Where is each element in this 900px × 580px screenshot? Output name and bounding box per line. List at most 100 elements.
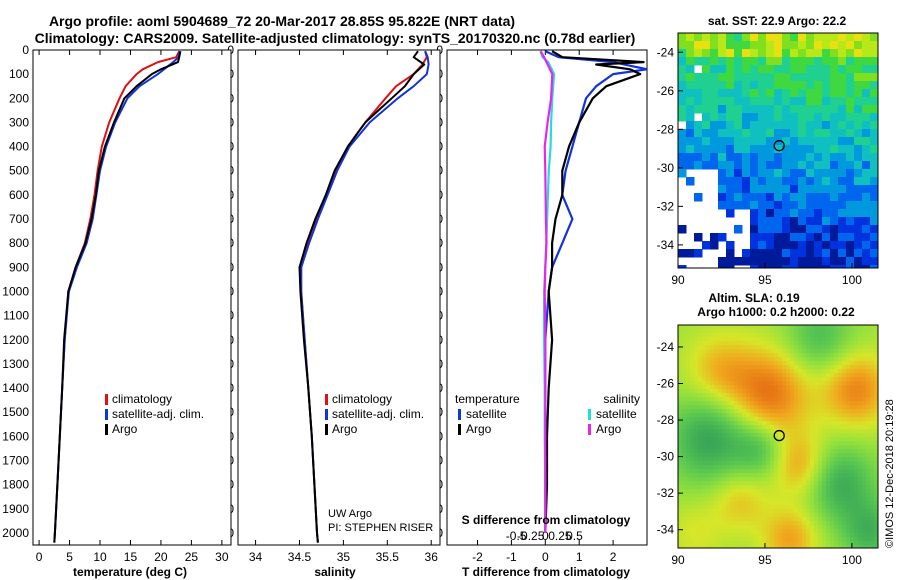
sla-cell bbox=[802, 353, 807, 358]
sst-cell bbox=[806, 225, 815, 234]
sst-cell bbox=[806, 41, 815, 50]
sst-cell bbox=[774, 41, 783, 50]
sla-cell bbox=[830, 405, 835, 410]
sla-cell bbox=[826, 325, 831, 330]
sst-map-argo-marker bbox=[773, 140, 785, 152]
sst-cell bbox=[678, 65, 687, 74]
sla-cell bbox=[814, 337, 819, 342]
sla-cell bbox=[822, 469, 827, 474]
sla-cell bbox=[730, 433, 735, 438]
sla-cell bbox=[706, 421, 711, 426]
sla-cell bbox=[678, 385, 683, 390]
sla-cell bbox=[770, 361, 775, 366]
sla-cell bbox=[846, 477, 851, 482]
sla-cell bbox=[806, 533, 811, 538]
sla-cell bbox=[782, 521, 787, 526]
salinity-credit-line2: PI: STEPHEN RISER bbox=[328, 522, 433, 534]
sst-cell bbox=[790, 249, 799, 258]
sla-cell bbox=[710, 433, 715, 438]
sla-cell bbox=[738, 357, 743, 362]
sla-cell bbox=[730, 373, 735, 378]
sla-cell bbox=[826, 373, 831, 378]
sla-cell bbox=[778, 497, 783, 502]
sla-cell bbox=[750, 377, 755, 382]
sst-cell bbox=[742, 33, 751, 42]
sst-cell bbox=[678, 249, 687, 258]
sla-cell bbox=[702, 417, 707, 422]
sst-cell bbox=[822, 209, 831, 218]
sla-cell bbox=[726, 457, 731, 462]
sla-cell bbox=[694, 469, 699, 474]
sla-cell bbox=[802, 473, 807, 478]
sla-cell bbox=[874, 521, 878, 526]
sla-cell bbox=[802, 481, 807, 486]
sla-cell bbox=[814, 541, 819, 546]
sla-cell bbox=[742, 533, 747, 538]
sla-cell bbox=[706, 329, 711, 334]
sla-cell bbox=[762, 369, 767, 374]
sla-cell bbox=[838, 537, 843, 542]
sst-cell bbox=[718, 257, 727, 266]
sla-cell bbox=[854, 477, 859, 482]
sla-cell bbox=[726, 333, 731, 338]
sla-cell bbox=[850, 425, 855, 430]
sla-cell bbox=[734, 325, 739, 330]
sla-cell bbox=[726, 537, 731, 542]
sla-cell bbox=[806, 469, 811, 474]
sla-cell bbox=[734, 477, 739, 482]
sla-cell bbox=[822, 357, 827, 362]
sla-cell bbox=[750, 457, 755, 462]
sla-cell bbox=[830, 333, 835, 338]
sla-cell bbox=[822, 369, 827, 374]
sla-cell bbox=[702, 405, 707, 410]
sla-cell bbox=[850, 409, 855, 414]
sla-cell bbox=[710, 369, 715, 374]
sst-cell bbox=[814, 233, 823, 242]
sst-cell bbox=[790, 193, 799, 202]
sla-cell bbox=[826, 441, 831, 446]
sla-cell bbox=[722, 449, 727, 454]
sla-cell bbox=[818, 389, 823, 394]
sla-cell bbox=[790, 373, 795, 378]
sla-cell bbox=[698, 461, 703, 466]
sst-cell bbox=[774, 57, 783, 66]
sst-cell bbox=[742, 153, 751, 162]
sla-cell bbox=[750, 449, 755, 454]
sla-cell bbox=[806, 401, 811, 406]
sla-cell bbox=[758, 485, 763, 490]
sla-cell bbox=[686, 369, 691, 374]
sla-cell bbox=[678, 329, 683, 334]
sla-cell bbox=[778, 421, 783, 426]
sst-cell bbox=[830, 97, 839, 106]
sst-cell bbox=[838, 153, 847, 162]
sla-cell bbox=[786, 425, 791, 430]
sla-cell bbox=[762, 357, 767, 362]
sla-cell bbox=[866, 325, 871, 330]
sla-cell bbox=[690, 529, 695, 534]
sla-cell bbox=[814, 493, 819, 498]
sla-cell bbox=[802, 505, 807, 510]
sla-cell bbox=[866, 477, 871, 482]
sla-cell bbox=[722, 529, 727, 534]
sla-cell bbox=[874, 485, 878, 490]
sla-cell bbox=[798, 525, 803, 530]
sla-cell bbox=[698, 465, 703, 470]
sst-cell bbox=[814, 265, 823, 268]
sla-cell bbox=[766, 433, 771, 438]
sst-cell bbox=[870, 233, 878, 242]
sla-cell bbox=[762, 529, 767, 534]
sst-cell bbox=[846, 177, 855, 186]
sla-cell bbox=[874, 353, 878, 358]
sla-cell bbox=[818, 349, 823, 354]
sst-cell bbox=[798, 233, 807, 242]
sst-cell bbox=[822, 201, 831, 210]
sla-cell bbox=[822, 349, 827, 354]
sla-cell bbox=[874, 437, 878, 442]
sla-cell bbox=[758, 477, 763, 482]
sla-cell bbox=[802, 325, 807, 330]
sla-cell bbox=[718, 481, 723, 486]
sla-cell bbox=[842, 505, 847, 510]
sla-cell bbox=[726, 425, 731, 430]
sst-cell bbox=[758, 41, 767, 50]
sst-cell bbox=[678, 169, 687, 178]
